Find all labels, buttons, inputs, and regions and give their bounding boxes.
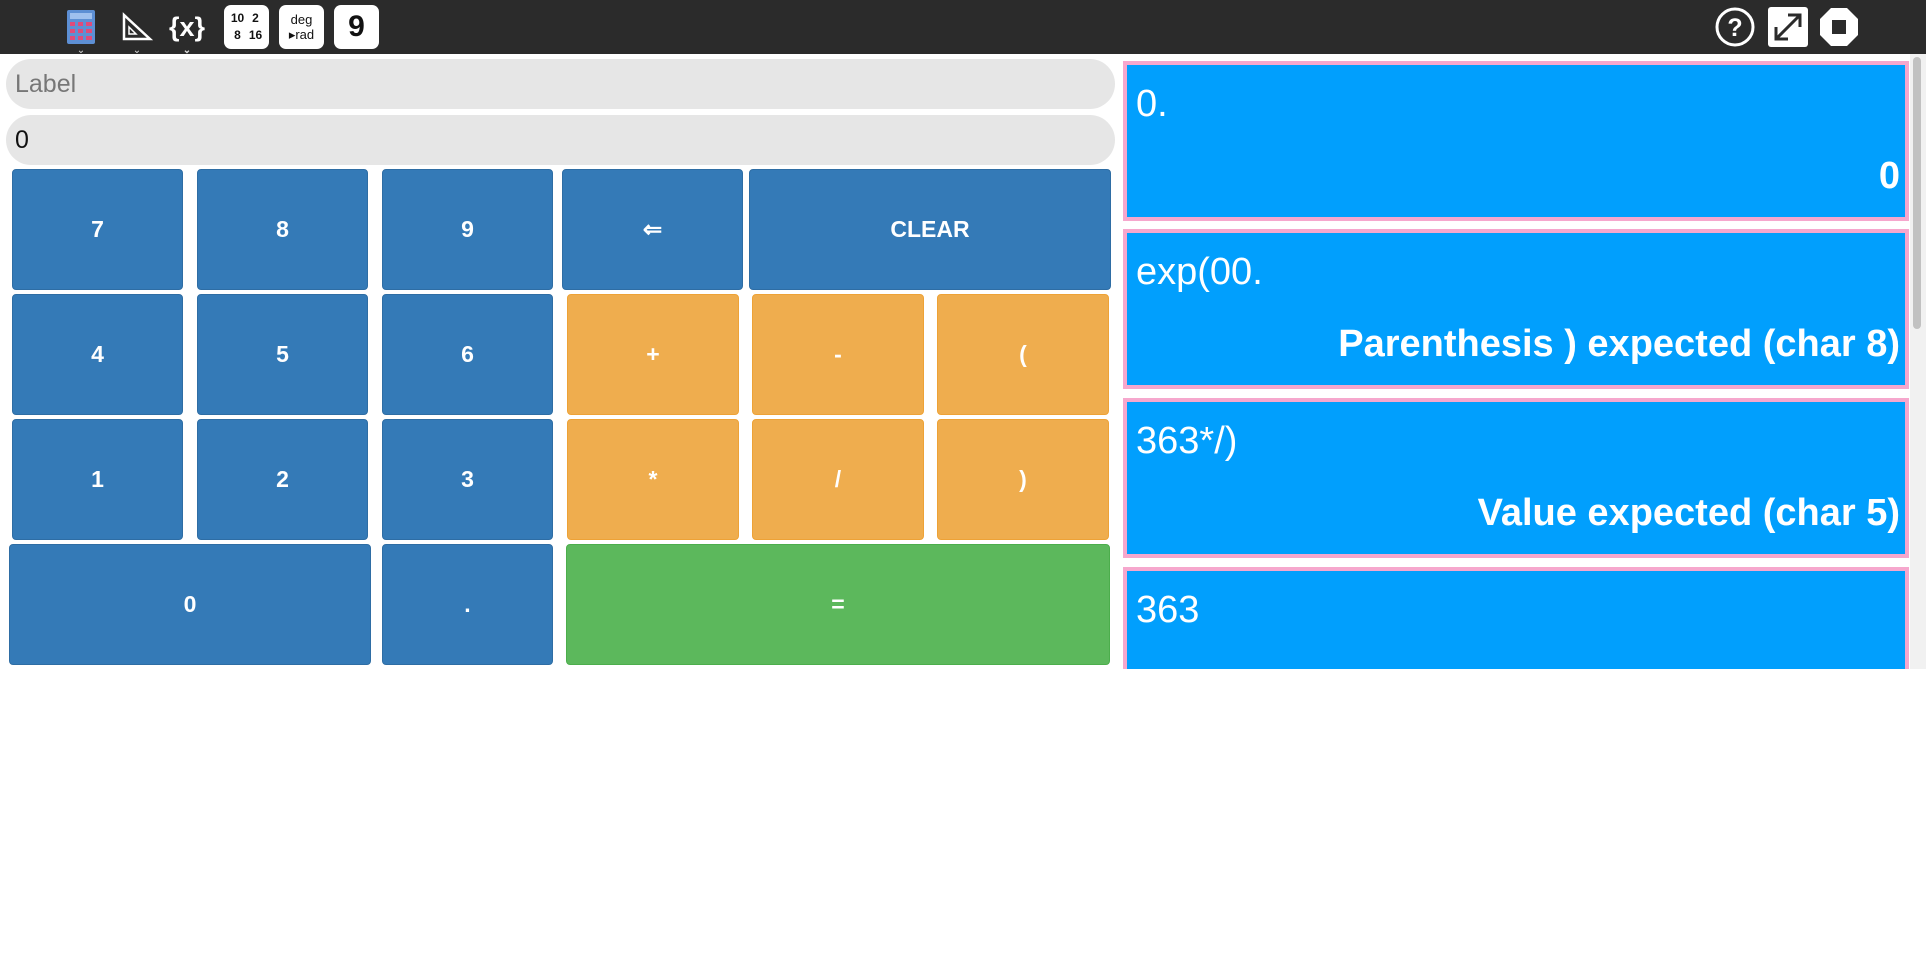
key-1[interactable]: 1 — [12, 419, 183, 540]
close-paren-button[interactable]: ) — [937, 419, 1109, 540]
history-item[interactable]: 363*/) Value expected (char 5) — [1123, 398, 1909, 558]
history-expression: 363 — [1136, 589, 1200, 631]
base-16-label: 16 — [246, 27, 265, 44]
expression-input[interactable] — [6, 115, 1115, 165]
chevron-down-icon: ⌄ — [132, 45, 142, 56]
key-7[interactable]: 7 — [12, 169, 183, 290]
variable-label: {x} — [168, 11, 206, 42]
angle-deg-label: deg — [290, 12, 313, 27]
history-item[interactable]: exp(00. Parenthesis ) expected (char 8) — [1123, 229, 1909, 389]
clear-button[interactable]: CLEAR — [749, 169, 1111, 290]
angle-mode-icon[interactable]: deg ▸rad — [279, 5, 324, 49]
base-10-label: 10 — [230, 11, 245, 25]
history-result: Value expected (char 5) — [1477, 492, 1900, 534]
key-2[interactable]: 2 — [197, 419, 368, 540]
fullscreen-icon[interactable] — [1767, 4, 1809, 50]
key-5[interactable]: 5 — [197, 294, 368, 415]
key-4[interactable]: 4 — [12, 294, 183, 415]
calculator-icon[interactable]: ⌄ — [64, 4, 98, 56]
key-0[interactable]: 0 — [9, 544, 371, 665]
key-8[interactable]: 8 — [197, 169, 368, 290]
number-base-icon[interactable]: 10 2 8 16 — [224, 5, 269, 49]
multiply-button[interactable]: * — [567, 419, 739, 540]
key-3[interactable]: 3 — [382, 419, 553, 540]
angle-rad-label: ▸rad — [288, 27, 315, 42]
svg-text:?: ? — [1727, 14, 1742, 42]
history-scrollbar-thumb[interactable] — [1913, 57, 1921, 329]
top-toolbar: ⌄ ⌄ {x} ⌄ 10 2 8 16 deg ▸rad 9 ? — [0, 0, 1926, 56]
history-result: Parenthesis ) expected (char 8) — [1338, 323, 1900, 365]
stop-icon[interactable] — [1818, 4, 1860, 50]
base-2-label: 2 — [252, 11, 259, 25]
history-panel[interactable]: 0. 0 exp(00. Parenthesis ) expected (cha… — [1120, 57, 1910, 669]
key-6[interactable]: 6 — [382, 294, 553, 415]
history-expression: 363*/) — [1136, 420, 1238, 462]
chevron-down-icon: ⌄ — [76, 45, 86, 56]
open-paren-button[interactable]: ( — [937, 294, 1109, 415]
base-8-label: 8 — [234, 28, 241, 42]
backspace-button[interactable]: ⇐ — [562, 169, 743, 290]
chevron-down-icon: ⌄ — [182, 45, 192, 56]
triangle-ruler-icon[interactable]: ⌄ — [120, 4, 154, 56]
variable-icon[interactable]: {x} ⌄ — [168, 4, 206, 56]
decimal-point-button[interactable]: . — [382, 544, 553, 665]
history-expression: 0. — [1136, 83, 1168, 125]
help-icon[interactable]: ? — [1713, 4, 1757, 50]
minus-button[interactable]: - — [752, 294, 924, 415]
divide-button[interactable]: / — [752, 419, 924, 540]
precision-value: 9 — [348, 10, 365, 43]
equals-button[interactable]: = — [566, 544, 1110, 665]
plus-button[interactable]: + — [567, 294, 739, 415]
history-item[interactable]: 0. 0 — [1123, 61, 1909, 221]
history-result: 0 — [1878, 155, 1900, 197]
label-input[interactable] — [6, 59, 1115, 109]
history-item[interactable]: 363 — [1123, 567, 1909, 669]
history-expression: exp(00. — [1136, 251, 1263, 293]
precision-icon[interactable]: 9 — [334, 5, 379, 49]
key-9[interactable]: 9 — [382, 169, 553, 290]
